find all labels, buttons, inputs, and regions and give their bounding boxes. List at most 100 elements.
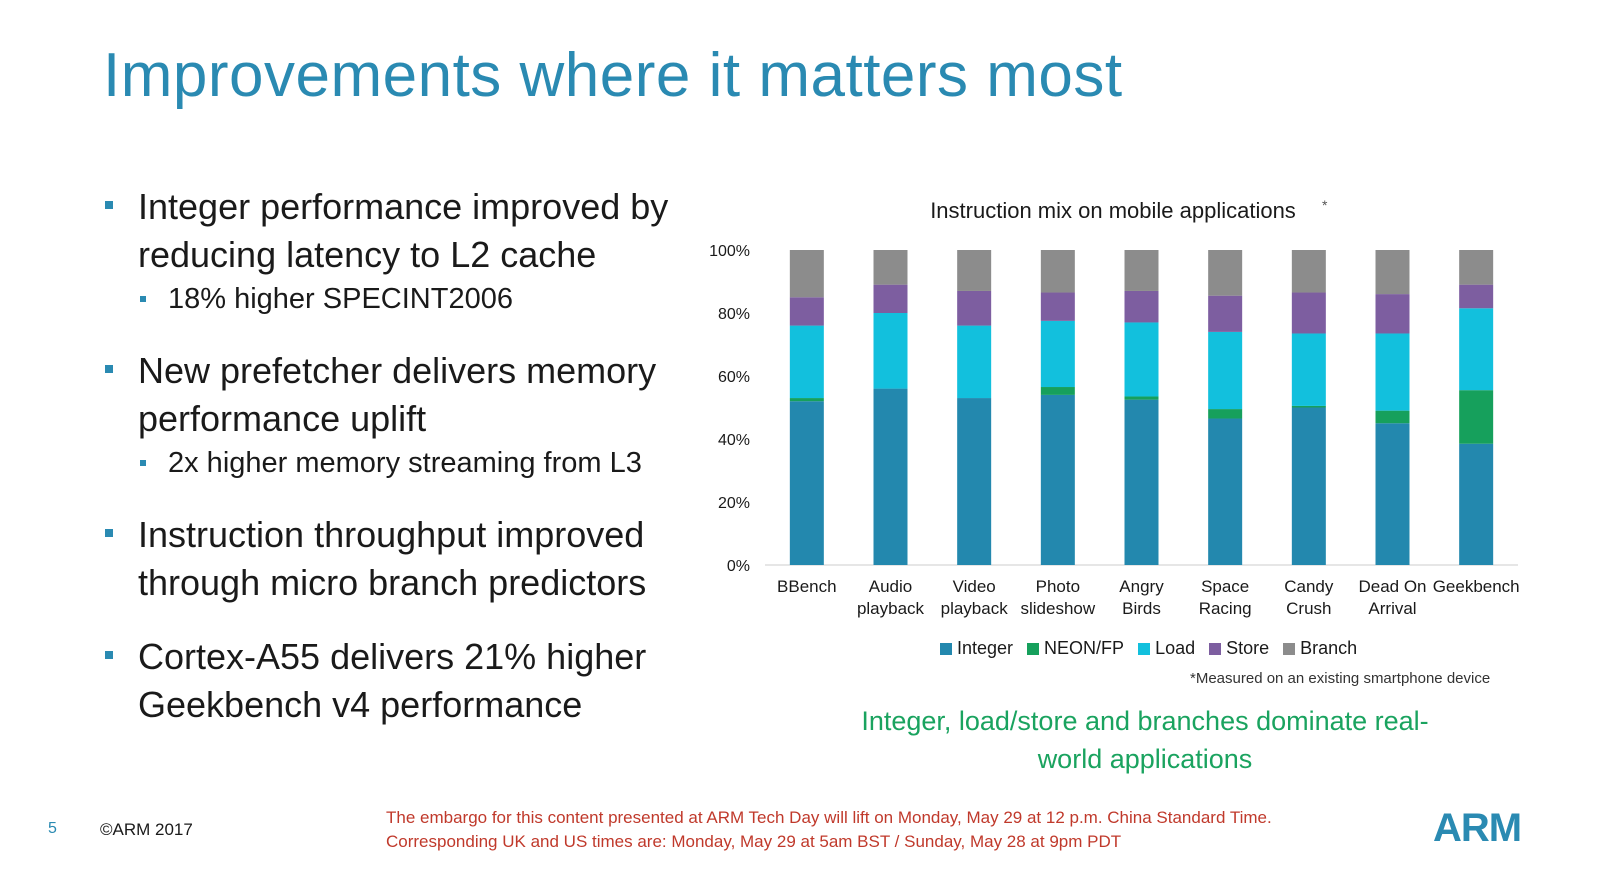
bullet-3: Instruction throughput improved through … — [105, 511, 705, 607]
chart-legend: Integer NEON/FP Load Store Branch — [940, 638, 1357, 659]
bar-segment-integer — [1291, 407, 1326, 565]
legend-swatch — [1209, 642, 1222, 655]
chart-title-asterisk: * — [1322, 197, 1328, 213]
sub-bullet-1-text: 18% higher SPECINT2006 — [168, 283, 513, 315]
legend-item: Load — [1138, 638, 1195, 659]
legend-item: Integer — [940, 638, 1013, 659]
legend-label: NEON/FP — [1044, 638, 1125, 658]
bar-segment-branch — [873, 250, 908, 285]
bullet-list: Integer performance improved by reducing… — [105, 183, 705, 729]
copyright: ©ARM 2017 — [100, 820, 193, 839]
sub-bullet-1: 18% higher SPECINT2006 — [105, 279, 705, 319]
y-tick-label: 20% — [718, 495, 750, 512]
takeaway-text: Integer, load/store and branches dominat… — [861, 706, 1429, 774]
legend-item: Branch — [1283, 638, 1357, 659]
bar-segment-integer — [1459, 443, 1494, 565]
bar-segment-branch — [1459, 250, 1494, 285]
sub-bullet-2: 2x higher memory streaming from L3 — [105, 443, 705, 483]
bar-segment-branch — [1375, 250, 1410, 295]
bullet-3-text: Instruction throughput improved through … — [138, 514, 647, 603]
x-tick-label: Candy — [1284, 577, 1334, 596]
legend-swatch — [940, 642, 952, 655]
x-tick-label: Space — [1201, 577, 1249, 596]
bar-segment-store — [1208, 295, 1243, 332]
bar-segment-branch — [1040, 250, 1075, 293]
legend-label: Store — [1226, 638, 1270, 658]
bar-segment-branch — [957, 250, 992, 291]
sub-bullet-marker — [140, 296, 146, 302]
bar-segment-branch — [1208, 250, 1243, 296]
bar-segment-branch — [1124, 250, 1159, 291]
bar-segment-load — [1375, 333, 1410, 411]
x-tick-label: Dead On — [1358, 577, 1426, 596]
legend-label: Integer — [957, 638, 1014, 658]
bullet-marker — [105, 651, 113, 659]
x-tick-label: Geekbench — [1433, 577, 1520, 596]
chart-footnote: *Measured on an existing smartphone devi… — [1190, 670, 1491, 687]
bar-segment-load — [1291, 333, 1326, 406]
bar-segment-integer — [789, 401, 824, 565]
legend-swatch — [1027, 642, 1040, 655]
bullet-marker — [105, 529, 113, 537]
x-tick-label: Video — [953, 577, 996, 596]
arm-logo: ARM — [1433, 806, 1522, 850]
bullet-2-text: New prefetcher delivers memory performan… — [138, 350, 657, 439]
bar-segment-neon-fp — [1040, 387, 1075, 395]
x-tick-label: Birds — [1122, 599, 1161, 618]
page-number: 5 — [48, 820, 57, 837]
legend-label: Branch — [1300, 638, 1358, 658]
x-tick-label: Arrival — [1368, 599, 1416, 618]
bar-segment-integer — [957, 398, 992, 565]
slide-title: Improvements where it matters most — [103, 41, 1123, 110]
x-tick-label: Racing — [1199, 599, 1252, 618]
bar-segment-store — [1459, 284, 1494, 309]
bar-segment-branch — [789, 250, 824, 298]
bar-segment-integer — [1124, 399, 1159, 565]
bar-segment-integer — [1040, 394, 1075, 565]
bar-segment-load — [1459, 308, 1494, 391]
bullet-2: New prefetcher delivers memory performan… — [105, 347, 705, 443]
sub-bullet-marker — [140, 460, 146, 466]
legend-item: NEON/FP — [1027, 638, 1124, 659]
x-tick-label: Photo — [1036, 577, 1080, 596]
bullet-4: Cortex-A55 delivers 21% higher Geekbench… — [105, 633, 705, 729]
bullet-4-text: Cortex-A55 delivers 21% higher Geekbench… — [138, 636, 647, 725]
chart-title: Instruction mix on mobile applications — [930, 198, 1296, 223]
sub-bullet-2-text: 2x higher memory streaming from L3 — [168, 447, 642, 479]
bullet-marker — [105, 201, 113, 209]
embargo-notice: The embargo for this content presented a… — [386, 808, 1272, 851]
legend-item: Store — [1209, 638, 1269, 659]
x-tick-label: playback — [857, 599, 925, 618]
y-tick-label: 0% — [727, 558, 750, 575]
y-tick-label: 100% — [709, 243, 750, 260]
bar-segment-neon-fp — [1291, 405, 1326, 408]
bar-segment-branch — [1291, 250, 1326, 293]
bar-segment-load — [789, 325, 824, 399]
bar-segment-integer — [1208, 418, 1243, 565]
legend-swatch — [1138, 642, 1151, 655]
bar-segment-neon-fp — [1375, 410, 1410, 424]
bullet-marker — [105, 365, 113, 373]
y-tick-label: 80% — [718, 306, 750, 323]
bar-segment-store — [789, 297, 824, 326]
bar-segment-store — [957, 290, 992, 326]
x-tick-label: slideshow — [1021, 599, 1096, 618]
bar-segment-neon-fp — [1208, 409, 1243, 419]
bar-segment-load — [1040, 320, 1075, 388]
bar-segment-store — [873, 284, 908, 313]
bar-segment-store — [1040, 292, 1075, 321]
x-tick-label: playback — [941, 599, 1009, 618]
x-tick-label: Crush — [1286, 599, 1331, 618]
bullet-1-text: Integer performance improved by reducing… — [138, 186, 669, 275]
bar-segment-store — [1291, 292, 1326, 334]
x-tick-label: Audio — [869, 577, 912, 596]
legend-swatch — [1283, 642, 1296, 655]
bar-segment-load — [957, 325, 992, 399]
x-tick-label: Angry — [1119, 577, 1164, 596]
x-tick-label: BBench — [777, 577, 837, 596]
bar-segment-neon-fp — [789, 398, 824, 402]
bar-segment-load — [873, 313, 908, 389]
bar-segment-load — [1124, 322, 1159, 397]
bar-segment-load — [1208, 331, 1243, 410]
